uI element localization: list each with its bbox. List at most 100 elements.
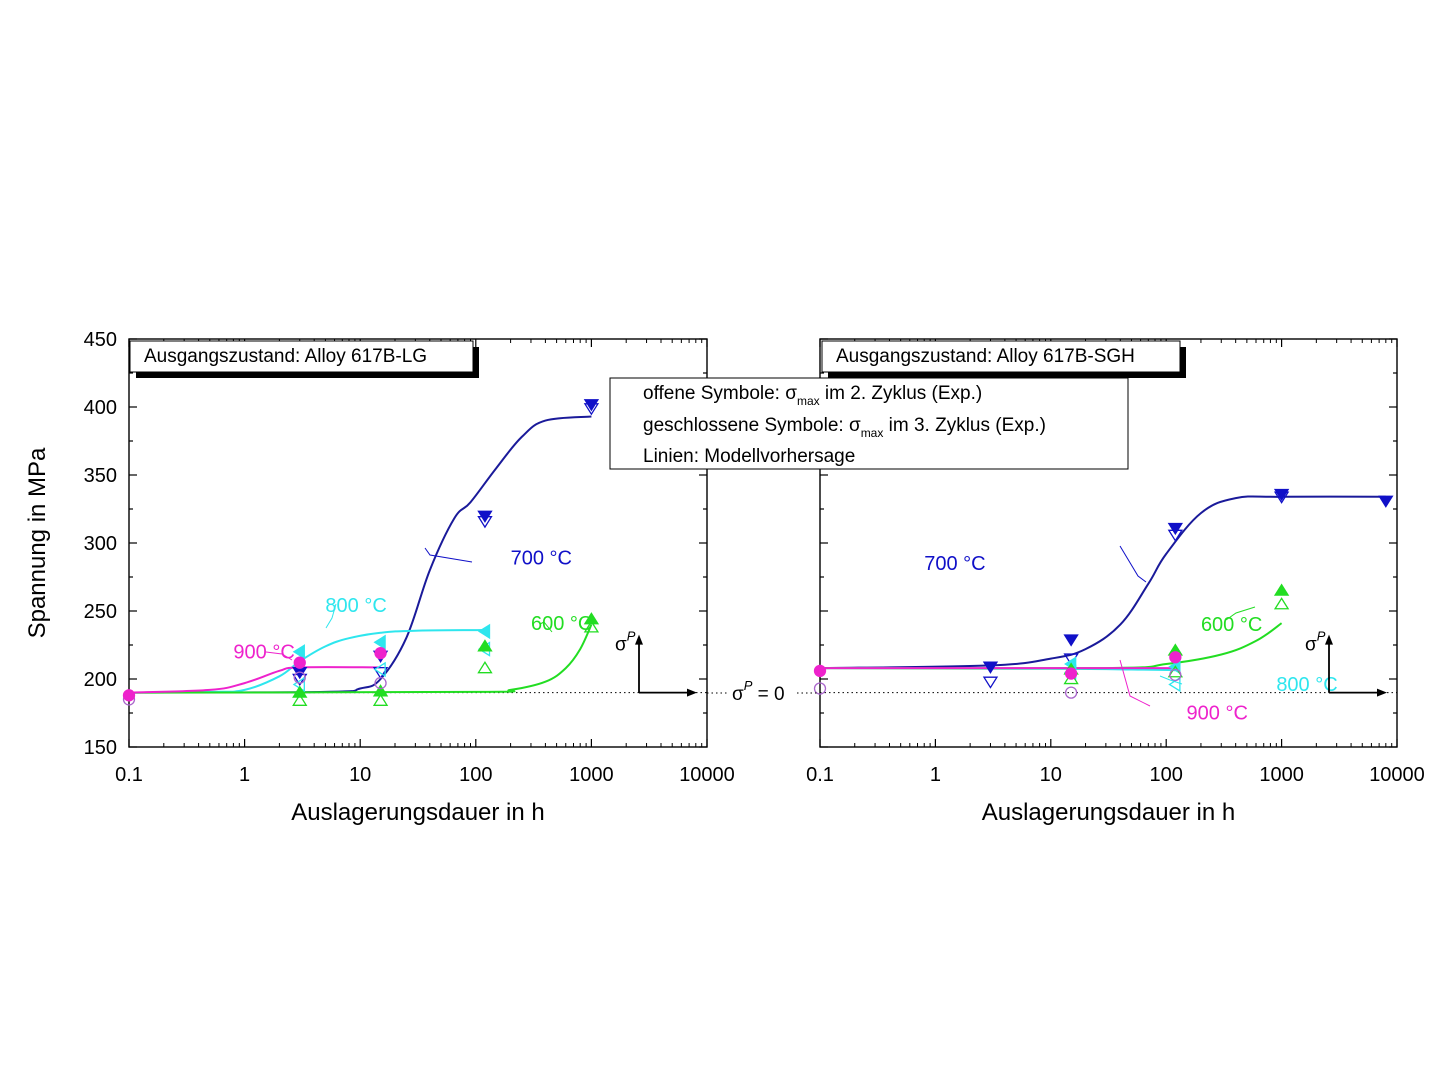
y-tick-label: 350	[84, 465, 117, 487]
open-marker-900	[293, 671, 306, 684]
label-leader-line	[1119, 659, 1151, 707]
x-tick-label: 10	[1040, 764, 1062, 786]
closed-marker-600	[372, 684, 389, 697]
y-axis-label: Spannung in MPa	[24, 447, 51, 638]
legend-sigma: σ	[785, 383, 797, 404]
y-tick-label: 400	[84, 397, 117, 419]
legend-prefix: offene Symbole:	[643, 383, 785, 404]
sigma-equals-zero: = 0	[752, 684, 784, 705]
open-marker-600	[1167, 665, 1184, 678]
closed-marker-700	[982, 661, 999, 674]
series-label: 900 °C	[233, 641, 294, 663]
label-leader-line	[1225, 606, 1256, 621]
legend-suffix: im 3. Zyklus (Exp.)	[883, 415, 1046, 436]
y-tick-label: 150	[84, 737, 117, 759]
sigma-superscript: P	[744, 678, 753, 693]
sigma-symbol: σ	[1305, 635, 1317, 656]
closed-marker-700	[1273, 488, 1290, 502]
x-tick-label: 0.1	[115, 764, 143, 786]
overlay-annotations: offene Symbole: σmax im 2. Zyklus (Exp.)…	[609, 377, 1129, 706]
x-tick-label: 1	[239, 764, 250, 786]
title-box	[821, 340, 1181, 373]
sigma-arrow-head-up	[635, 634, 643, 645]
legend-box	[609, 377, 1129, 470]
legend-line: geschlossene Symbole: σmax im 3. Zyklus …	[643, 415, 1046, 440]
closed-marker-700	[1167, 522, 1184, 536]
series-label: 800 °C	[325, 595, 386, 617]
legend-line: Linien: Modellvorhersage	[643, 446, 855, 467]
left-chart-panel: 0.1 1 10 100 1000 10000 150 200 250 300 350 400 450 A…	[24, 329, 735, 826]
series-label: 600 °C	[531, 613, 592, 635]
closed-marker-600	[1273, 583, 1290, 596]
x-tick-label: 10000	[1369, 764, 1425, 786]
legend-line: offene Symbole: σmax im 2. Zyklus (Exp.)	[643, 383, 982, 408]
open-marker-700	[982, 676, 999, 689]
x-axis-label: Auslagerungsdauer in h	[291, 799, 545, 826]
y-tick-label: 200	[84, 669, 117, 691]
sigma-arrow-head-up	[1325, 634, 1333, 645]
label-leader-line	[1159, 675, 1183, 685]
sigma-zero-backdrop	[728, 676, 794, 706]
open-marker-900	[1169, 668, 1182, 682]
open-marker-700	[372, 667, 389, 680]
closed-marker-900	[813, 664, 827, 677]
sigma-symbol: σ	[732, 684, 744, 705]
model-line-700	[819, 495, 1386, 670]
open-marker-600	[583, 620, 600, 633]
legend-subscript: max	[797, 394, 820, 408]
legend-sigma: σ	[849, 415, 861, 436]
legend-subscript: max	[861, 426, 884, 440]
chart-title: Ausgangszustand: Alloy 617B-SGH	[836, 346, 1135, 367]
open-marker-600	[292, 693, 308, 706]
open-marker-800	[373, 661, 386, 678]
series-label: 700 °C	[511, 548, 572, 570]
x-tick-label: 1000	[569, 764, 614, 786]
open-marker-600	[1273, 597, 1290, 610]
sigma-p-axis-label: σP	[1305, 629, 1326, 656]
closed-marker-900	[1064, 667, 1078, 680]
y-tick-label: 300	[84, 533, 117, 555]
label-leader-line	[1119, 545, 1147, 583]
sigma-superscript: P	[1317, 629, 1326, 644]
x-tick-label: 1000	[1259, 764, 1304, 786]
closed-marker-800	[373, 634, 386, 650]
sigma-arrow-head-right	[1377, 688, 1387, 697]
closed-marker-900	[293, 656, 306, 669]
label-leader-line	[539, 621, 553, 633]
x-axis-label: Auslagerungsdauer in h	[982, 799, 1236, 826]
x-tick-label: 0.1	[806, 764, 834, 786]
x-tick-label: 1	[930, 764, 941, 786]
open-marker-600	[372, 693, 389, 706]
closed-marker-800	[477, 623, 491, 640]
legend-prefix: geschlossene Symbole:	[643, 415, 849, 436]
model-line-900	[128, 666, 381, 694]
closed-marker-700	[477, 510, 493, 523]
closed-marker-700	[1063, 634, 1079, 647]
legend-suffix: im 2. Zyklus (Exp.)	[820, 383, 983, 404]
legend-prefix: Linien: Modellvorhersage	[643, 446, 855, 467]
series-label: 700 °C	[924, 553, 985, 575]
y-tick-label: 250	[84, 601, 117, 623]
series-label: 600 °C	[1201, 614, 1262, 636]
y-tick-label: 450	[84, 329, 117, 351]
closed-marker-900	[1169, 651, 1182, 664]
series-label: 800 °C	[1276, 674, 1337, 696]
sigma-p-axis-label: σP	[615, 629, 636, 656]
sigma-superscript: P	[627, 629, 636, 644]
sigma-arrow-head-right	[687, 688, 697, 697]
closed-marker-600	[477, 639, 493, 652]
label-leader-line	[325, 603, 337, 629]
open-marker-900	[374, 676, 387, 690]
x-tick-label: 10000	[679, 764, 735, 786]
chart-title: Ausgangszustand: Alloy 617B-LG	[144, 346, 427, 367]
closed-marker-900	[122, 689, 136, 702]
x-tick-label: 100	[459, 764, 492, 786]
closed-marker-600	[583, 612, 600, 625]
closed-marker-700	[1378, 495, 1394, 508]
closed-marker-900	[374, 647, 387, 660]
label-leader-line	[424, 547, 473, 563]
sigma-symbol: σ	[615, 635, 627, 656]
x-tick-label: 100	[1150, 764, 1183, 786]
sigma-p-zero-label: σP = 0	[732, 678, 785, 705]
